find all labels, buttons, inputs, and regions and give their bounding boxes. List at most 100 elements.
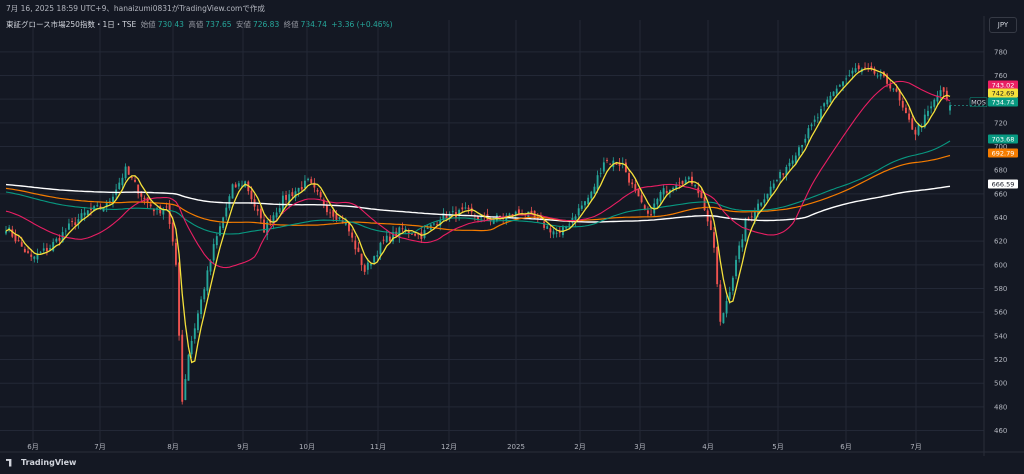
brand-name: TradingView [21,458,77,467]
candle-body [719,284,722,322]
price-label-text: 666.59 [992,181,1015,189]
price-tick-label: 480 [994,403,1007,411]
candle-body [577,208,580,216]
candle-body [665,191,668,193]
candle-body [285,194,287,200]
candle-body [618,163,621,166]
candle-body [407,231,410,234]
candle-body [373,256,376,263]
candle-body [266,221,269,235]
candle-body [366,262,369,270]
price-label-text: 743.02 [992,82,1015,90]
candle-body [27,251,29,253]
candle-body [886,74,889,84]
price-tick-label: 700 [994,143,1007,151]
price-label: 743.02 [988,80,1018,90]
price-label: 742.69 [988,88,1018,98]
candle-body [61,232,64,243]
price-label-text: 692.79 [992,150,1015,158]
candle-body [735,259,737,277]
candle-body [464,207,467,209]
price-label-tag: MOS [971,99,986,107]
ma100-line [5,154,951,232]
candle-body [750,216,753,218]
price-label-text: 734.74 [992,99,1015,107]
candle-body [174,242,177,265]
candle-body [121,177,124,186]
candle-body [593,186,596,194]
candle-body [782,173,785,175]
candle-body [77,219,80,224]
candle-body [162,208,165,215]
candle-body [149,204,152,207]
time-tick-label: 11月 [370,443,386,451]
candle-body [461,207,464,210]
tradingview-logo[interactable]: TradingView [6,458,76,467]
price-tick-label: 660 [994,190,1007,198]
candle-body [414,233,417,236]
candle-body [753,211,756,220]
candle-body [892,88,895,90]
candle-body [14,234,17,242]
price-label: 703.68 [988,134,1018,144]
candle-body [71,221,74,222]
candle-body [127,166,130,175]
candle-body [848,74,851,76]
price-tick-label: 520 [994,356,1007,364]
tradingview-logo-icon [6,458,12,467]
candle-body [64,230,67,232]
candle-body [288,194,291,203]
candle-body [11,229,14,237]
candle-body [39,251,42,253]
candle-body [410,233,413,235]
candle-body [596,175,599,190]
candle-body [807,128,810,139]
candle-body [300,186,303,190]
candle-body [370,264,372,266]
candle-body [58,238,61,241]
ma25-line [5,80,951,269]
candle-body [930,106,933,109]
price-tick-label: 500 [994,380,1007,388]
candle-body [316,189,319,192]
candle-body [703,197,706,211]
currency-button[interactable]: JPY [989,17,1017,33]
price-tick-label: 620 [994,238,1007,246]
symbol-name[interactable]: 東証グロース市場250指数・1日・TSE [6,20,137,29]
candle-body [310,179,313,184]
candle-body [813,119,816,122]
candle-body [530,210,533,214]
candle-body [348,222,350,232]
candle-body [30,254,33,257]
candle-body [565,226,568,229]
candle-body [911,118,914,130]
price-tick-label: 780 [994,48,1007,56]
candle-body [108,201,111,202]
candle-body [650,214,653,216]
candle-body [713,232,715,248]
candle-body [20,242,23,247]
candle-body [36,253,39,260]
candle-body [763,199,766,203]
candle-body [760,202,763,206]
candle-body [329,212,332,214]
candle-body [259,208,262,219]
candle-body [914,129,917,135]
candle-body [643,205,646,211]
candle-body [83,212,86,216]
candle-body [816,117,819,119]
low-value: 726.83 [252,20,280,29]
ma75-line [5,140,951,235]
time-axis: 6月 7月 8月 9月 10月 11月 12月 2025 2月 3月 4月 5月 6月 7月 [27,443,921,451]
candle-body [798,147,800,156]
candle-body [303,180,306,189]
candle-body [933,99,936,107]
moving-averages [5,68,951,364]
candle-body [747,217,750,219]
candle-body [908,113,911,120]
candle-body [385,235,388,243]
candle-body [514,211,517,215]
candle-body [508,213,511,215]
candle-body [769,186,772,196]
